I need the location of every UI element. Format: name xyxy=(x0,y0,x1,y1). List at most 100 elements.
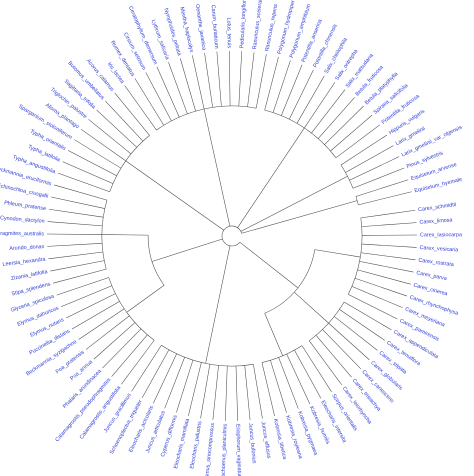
branch-edge xyxy=(47,243,103,247)
branch-edge xyxy=(308,340,343,386)
branch-edge xyxy=(176,359,194,413)
branch-edge xyxy=(67,150,117,177)
branch-edge xyxy=(340,134,388,166)
branch-edge xyxy=(66,293,116,319)
branch-arc xyxy=(156,105,257,131)
branch-edge xyxy=(53,268,107,284)
branch-edge xyxy=(205,245,231,364)
branch-edge xyxy=(238,51,242,107)
branch-edge xyxy=(348,294,398,320)
branch-edge xyxy=(247,52,255,107)
branch-edge xyxy=(124,85,157,131)
tip-label: Arundo_donax xyxy=(9,244,45,252)
branch-edge xyxy=(272,60,291,113)
tip-label: Carex_lasiocarpa xyxy=(420,232,462,238)
branch-edge xyxy=(48,251,103,260)
tip-label: Blysmus_sinocompressus xyxy=(204,422,216,476)
branch-edge xyxy=(244,365,251,421)
branch-edge xyxy=(278,357,299,409)
branch-edge xyxy=(180,58,196,112)
branch-arc xyxy=(147,235,165,286)
branch-edge xyxy=(50,260,105,272)
branch-edge xyxy=(203,108,231,227)
branch-edge xyxy=(71,301,120,330)
branch-edge xyxy=(288,69,314,120)
tip-label: Eriophorum_vaginatum xyxy=(234,424,242,476)
branch-edge xyxy=(212,365,219,421)
tip-label: Eleocharis_palustris xyxy=(189,421,203,470)
tree-branches xyxy=(47,51,418,421)
branch-edge xyxy=(304,82,336,129)
branch-edge xyxy=(237,127,305,228)
tip-label: Leersia_hexandra xyxy=(2,257,46,268)
branch-edge xyxy=(328,322,370,361)
tip-label: Stipa_splendens xyxy=(11,281,51,297)
tip-label: Mentha_haplocalyx xyxy=(178,6,194,53)
branch-edge xyxy=(54,184,108,201)
branch-edge xyxy=(255,54,267,109)
branch-edge xyxy=(48,208,104,218)
tip-label: Ranunculus_repens xyxy=(264,3,279,52)
branch-edge xyxy=(156,66,180,118)
branch-edge xyxy=(334,316,378,351)
branch-edge xyxy=(121,340,155,385)
branch-edge xyxy=(361,222,417,227)
branch-edge xyxy=(335,124,381,159)
branch-edge xyxy=(253,364,263,419)
branch-edge xyxy=(361,243,417,248)
branch-edge xyxy=(352,167,405,189)
branch-edge xyxy=(188,362,202,416)
branch-edge xyxy=(360,209,416,219)
branch-edge xyxy=(62,161,114,184)
tip-label: Juncus_bufonius xyxy=(247,423,257,464)
branch-edge xyxy=(134,78,165,126)
tip-label: Cynodon_dactylon xyxy=(0,215,45,224)
branch-edge xyxy=(261,362,275,417)
branch-edge xyxy=(131,345,162,392)
tip-label: Carex_cinerea xyxy=(413,282,448,297)
branch-edge xyxy=(360,252,416,261)
tip-label: Ranunculus_sceleratus xyxy=(252,0,265,50)
tip-label: Equisetum_hyemale xyxy=(414,177,463,195)
branch-edge xyxy=(345,145,394,173)
branch-arc xyxy=(264,249,316,314)
branch-arc xyxy=(221,225,242,247)
branch-edge xyxy=(204,53,213,108)
tip-label: Bolboschoenus_planiculmis xyxy=(220,423,228,476)
branch-edge xyxy=(80,128,126,162)
tip-label: Carex_schmidtii xyxy=(418,202,457,213)
branch-edge xyxy=(281,64,303,116)
tip-label: Oenanthe_javanica xyxy=(194,4,207,51)
branch-edge xyxy=(88,119,132,155)
tip-label: Kobresia_tibetica xyxy=(272,418,287,460)
branch-edge xyxy=(314,249,361,258)
tip-label: Lotus_tenuis xyxy=(225,17,231,48)
branch-edge xyxy=(330,114,373,152)
branch-edge xyxy=(239,241,299,289)
branch-edge xyxy=(216,51,222,107)
branch-edge xyxy=(168,62,188,114)
branch-edge xyxy=(354,277,408,297)
branch-arc xyxy=(261,345,303,363)
branch-edge xyxy=(324,105,364,145)
branch-edge xyxy=(229,51,231,106)
tip-label: Ceratophyllum_demersum xyxy=(127,5,158,66)
branch-edge xyxy=(200,364,211,419)
branch-edge xyxy=(241,200,358,234)
branch-edge xyxy=(351,286,403,308)
branch-edge xyxy=(355,179,409,197)
tip-label: Pedicularis_longiflora xyxy=(239,0,248,48)
branch-edge xyxy=(270,360,287,413)
branch-edge xyxy=(114,92,150,136)
branch-edge xyxy=(153,353,177,404)
tip-label: Carex_rostrata xyxy=(418,258,454,269)
branch-edge xyxy=(60,285,112,307)
tip-label: Carum_buriaticum xyxy=(210,5,220,50)
branch-edge xyxy=(73,139,122,169)
branch-edge xyxy=(359,261,414,273)
branch-edge xyxy=(349,156,400,181)
branch-edge xyxy=(240,176,348,232)
branch-edge xyxy=(192,55,205,110)
branch-edge xyxy=(126,285,165,313)
